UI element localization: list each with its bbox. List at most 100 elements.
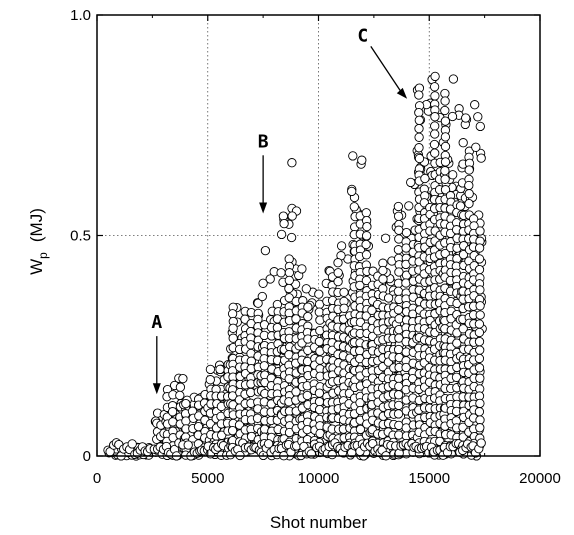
data-point	[394, 314, 404, 324]
data-point	[355, 424, 366, 435]
annotation-label: A	[151, 312, 162, 333]
data-point	[314, 307, 324, 317]
data-point	[475, 285, 485, 295]
data-point	[429, 82, 440, 92]
data-point	[393, 344, 404, 355]
data-point	[175, 390, 185, 401]
data-point	[474, 254, 485, 264]
data-point	[303, 311, 313, 322]
x-tick-label: 5000	[191, 470, 224, 487]
data-point	[440, 185, 451, 195]
data-point	[367, 305, 377, 315]
data-point	[394, 333, 404, 343]
data-point	[474, 319, 485, 329]
y-tick-label: 0.5	[70, 228, 91, 245]
data-point	[407, 373, 418, 384]
data-points	[103, 71, 487, 461]
data-point	[473, 112, 483, 122]
data-point	[357, 155, 367, 165]
y-axis-label-main: W	[27, 259, 46, 275]
data-point	[259, 361, 269, 371]
data-point	[265, 274, 275, 284]
data-point	[440, 157, 451, 167]
data-point	[464, 165, 474, 175]
data-point	[287, 211, 297, 221]
data-point	[408, 292, 418, 302]
y-axis-label-unit: (MJ)	[27, 208, 46, 242]
data-point	[227, 309, 238, 319]
annotation-arrow-shaft	[370, 46, 403, 94]
data-point	[246, 387, 256, 398]
data-point	[475, 345, 485, 355]
data-point	[414, 107, 424, 118]
annotations: A B C	[151, 25, 408, 395]
data-point	[339, 303, 349, 313]
data-point	[430, 121, 440, 131]
data-point	[414, 132, 424, 142]
data-point	[458, 422, 468, 432]
data-point	[284, 283, 294, 294]
data-point	[474, 336, 485, 347]
data-point	[451, 372, 462, 382]
data-point	[475, 373, 485, 383]
data-point	[414, 153, 425, 164]
data-point	[464, 189, 474, 199]
data-point	[430, 112, 440, 122]
data-point	[401, 362, 411, 373]
data-point	[336, 241, 347, 251]
y-tick-label: 1.0	[70, 7, 91, 24]
data-point	[302, 390, 312, 401]
data-point	[420, 173, 430, 184]
data-point	[183, 440, 193, 450]
annotation-label: B	[258, 131, 269, 152]
data-point	[380, 233, 391, 243]
data-point	[414, 115, 424, 125]
data-point	[205, 364, 216, 375]
data-point	[228, 333, 238, 343]
data-point	[464, 198, 474, 209]
data-point	[393, 390, 404, 400]
data-point	[461, 113, 471, 123]
data-point	[314, 289, 324, 299]
data-point	[361, 275, 372, 286]
data-point	[452, 338, 462, 348]
data-point	[349, 202, 359, 212]
data-point	[393, 201, 404, 212]
data-point	[348, 151, 358, 161]
data-point	[205, 375, 215, 385]
data-point	[414, 143, 424, 153]
data-point	[430, 91, 440, 101]
data-point	[240, 314, 250, 324]
data-point	[393, 305, 404, 315]
annotation-arrow-head	[396, 87, 408, 99]
data-point	[228, 323, 238, 333]
data-point	[414, 90, 424, 100]
data-point	[464, 180, 474, 191]
data-point	[178, 373, 188, 384]
y-tick-label: 0	[83, 448, 91, 465]
data-point	[253, 298, 263, 308]
data-point	[474, 407, 485, 417]
data-point	[440, 248, 450, 259]
data-point	[458, 249, 469, 260]
data-point	[440, 105, 450, 116]
data-point	[447, 111, 458, 122]
data-point	[393, 409, 404, 419]
data-point	[458, 138, 468, 148]
data-point	[440, 116, 451, 126]
y-axis-label-subscript: p	[36, 252, 50, 259]
x-tick-label: 10000	[298, 470, 340, 487]
data-point	[361, 208, 371, 218]
data-point	[476, 438, 486, 448]
data-point	[355, 280, 365, 291]
annotation-label: C	[357, 25, 368, 46]
data-point	[291, 314, 301, 324]
data-point	[215, 364, 225, 375]
data-point	[474, 243, 485, 253]
data-point	[167, 407, 178, 417]
y-axis-label: Wp (MJ)	[27, 208, 50, 275]
data-point	[393, 211, 404, 221]
data-point	[474, 327, 485, 338]
data-point	[276, 268, 286, 278]
